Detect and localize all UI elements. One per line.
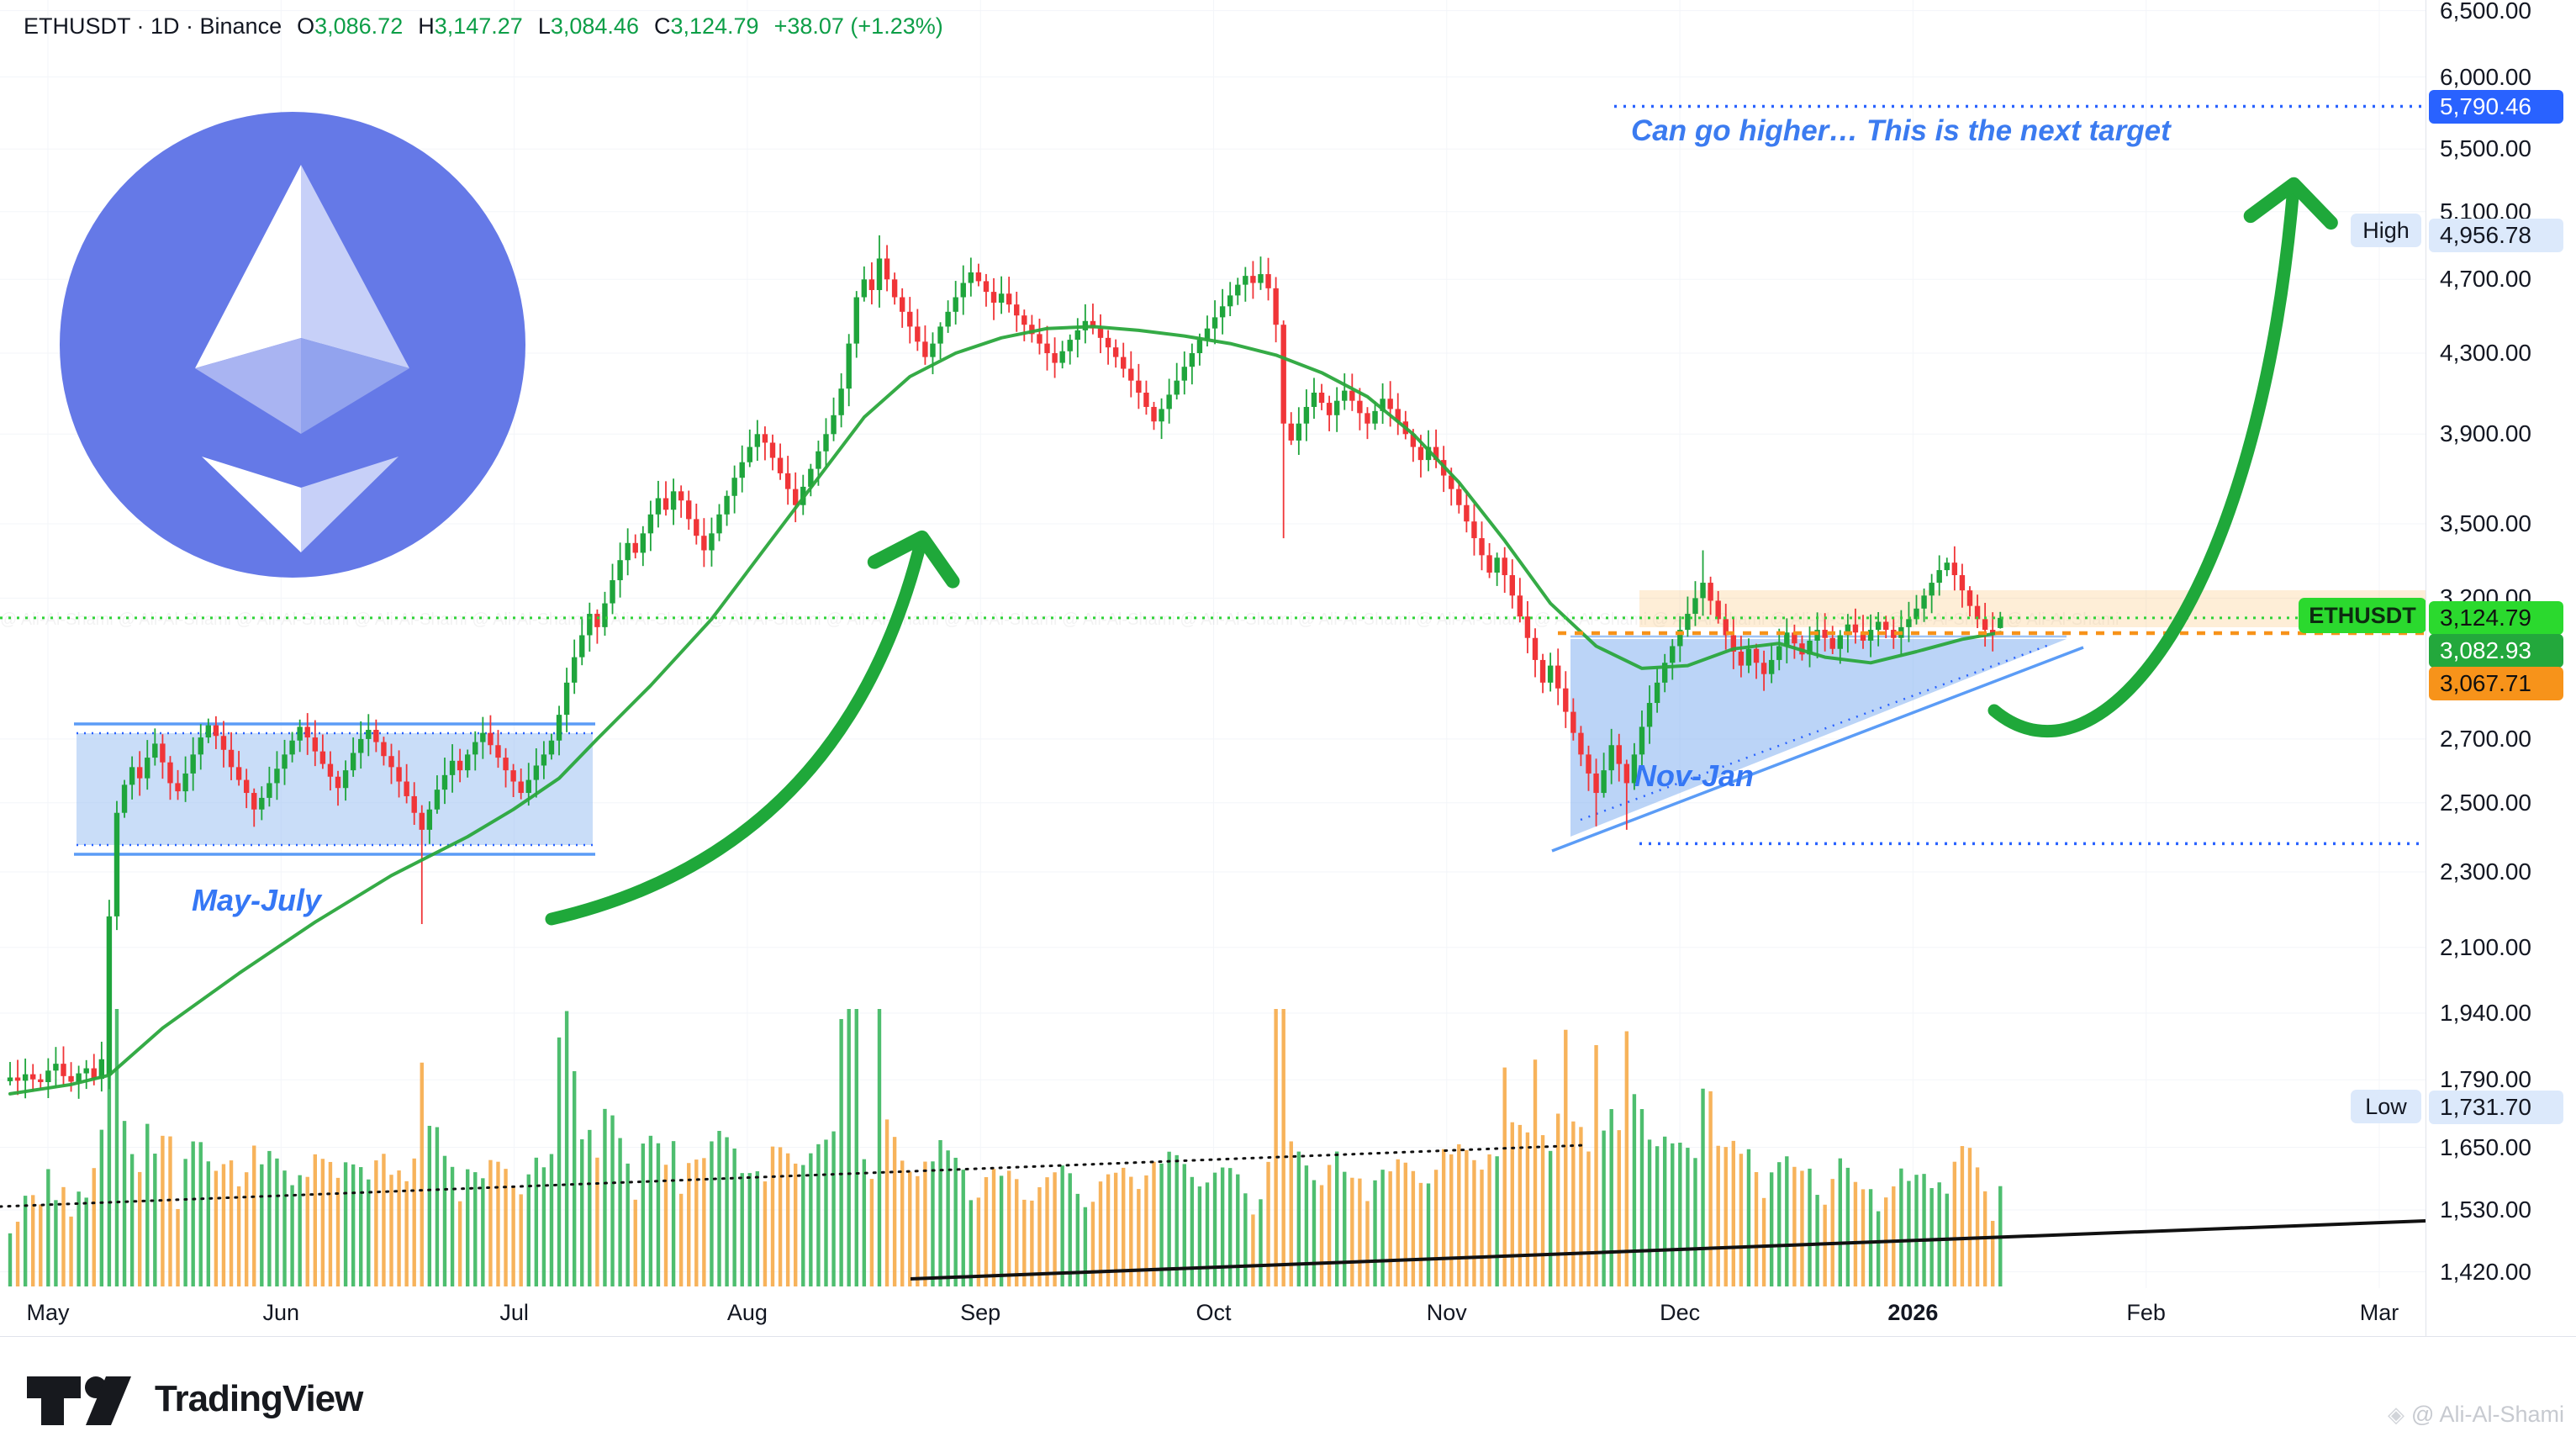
candles [7,235,2003,1099]
price-tick: 5,500.00 [2440,135,2531,162]
price-tick: 1,940.00 [2440,999,2531,1026]
month-tick: Oct [1196,1300,1232,1325]
ethereum-logo-icon [60,112,525,578]
volume-trendline-dotted[interactable] [0,1144,1586,1208]
price-label-chip: 3,124.79 [2429,600,2563,635]
month-tick: Jun [262,1300,300,1325]
price-tick: 1,530.00 [2440,1196,2531,1223]
range-label-nov-jan[interactable]: Nov-Jan [1634,758,1755,793]
price-label-chip: 4,956.78 [2429,218,2563,252]
symbol-title: ETHUSDT · 1D · Binance [24,13,282,39]
resistance-zone-band[interactable] [1639,590,2426,627]
svg-text:@ Ali-Al-Shami @ Ali-Al-S: @ Ali-Al-Shami @ Ali-Al-Shami @ Ali-Al-S… [0,610,2119,629]
volume-trendline-solid[interactable] [910,1219,2426,1281]
price-axis[interactable]: 6,500.00 6,000.00 5,500.00 5,100.00 4,700.00… [2426,0,2576,1288]
nov-jan-triangle[interactable] [1551,635,2084,853]
symbol-price-chip: ETHUSDT [2299,598,2426,633]
target-annotation-text[interactable]: Can go higher… This is the next target [1631,114,2171,147]
tradingview-mark-icon [27,1376,131,1425]
watermark-row: @ Ali-Al-Shami @ Ali-Al-Shami @ Ali-Al-S… [0,610,2119,629]
month-tick: Aug [726,1300,768,1325]
may-july-channel[interactable] [74,722,595,856]
rally-arrow-2[interactable] [1987,177,2338,738]
symbol-legend[interactable]: ETHUSDT · 1D · Binance O3,086.72 H3,147.… [24,13,943,40]
change-value: +38.07 (+1.23%) [773,13,943,39]
price-tick: 2,300.00 [2440,858,2531,885]
volume-bars [8,1009,2003,1286]
price-label-chip: 5,790.46 [2429,89,2563,124]
price-tick: 3,500.00 [2440,510,2531,536]
open-value: O3,086.72 [297,13,404,39]
low-marker-chip: Low [2351,1090,2421,1123]
price-chart-pane[interactable]: @ Ali-Al-Shami @ Ali-Al-Shami @ Ali-Al-S… [0,0,2426,1288]
month-tick: Dec [1660,1300,1701,1325]
price-tick: 1,790.00 [2440,1066,2531,1093]
footer-bar: TradingView ◈ @ Ali-Al-Shami [0,1338,2576,1442]
time-axis[interactable]: May Jun Jul Aug Sep Oct Nov Dec 2026 Feb Mar [0,1288,2576,1337]
price-tick: 2,700.00 [2440,725,2531,752]
high-value: H3,147.27 [418,13,523,39]
month-tick: 2026 [1887,1300,1939,1325]
author-credit: ◈ @ Ali-Al-Shami [2388,1402,2564,1428]
price-tick: 3,900.00 [2440,420,2531,447]
month-tick: May [26,1300,70,1325]
price-tick: 1,420.00 [2440,1258,2531,1285]
rally-arrow-1[interactable] [545,530,960,926]
range-label-may-july[interactable]: May-July [192,883,322,917]
low-value: L3,084.46 [537,13,639,39]
price-label-chip: 3,082.93 [2429,634,2563,668]
price-tick: 1,650.00 [2440,1133,2531,1160]
close-value: C3,124.79 [653,13,759,39]
author-credit-text: @ Ali-Al-Shami [2411,1402,2564,1427]
month-tick: Mar [2359,1300,2399,1325]
high-marker-chip: High [2351,214,2421,247]
price-tick: 4,300.00 [2440,340,2531,367]
price-label-chip: 3,067.71 [2429,667,2563,700]
month-tick: Feb [2126,1300,2166,1325]
price-tick: 6,000.00 [2440,63,2531,90]
ma-line [8,325,2003,1096]
price-tick: 4,700.00 [2440,266,2531,293]
tradingview-logo[interactable]: TradingView [25,1371,363,1427]
price-tick: 2,100.00 [2440,933,2531,960]
author-badge-icon: ◈ [2388,1402,2405,1427]
tradingview-brand-text: TradingView [155,1378,363,1419]
price-tick: 2,500.00 [2440,789,2531,816]
month-tick: Jul [499,1300,529,1325]
month-tick: Nov [1426,1300,1467,1325]
price-label-chip: 1,731.70 [2429,1090,2563,1124]
month-tick: Sep [960,1300,1001,1325]
price-tick: 6,500.00 [2440,0,2531,24]
